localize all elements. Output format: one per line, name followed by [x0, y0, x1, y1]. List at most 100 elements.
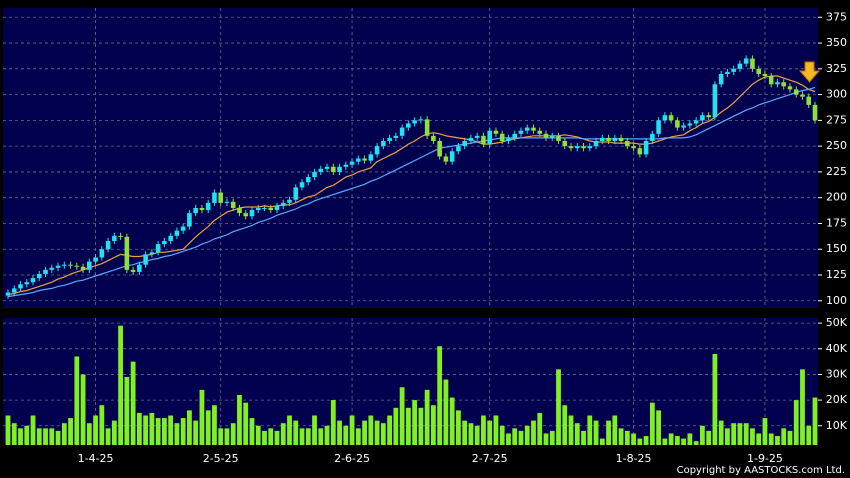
volume-bar	[493, 415, 499, 445]
volume-bar	[756, 433, 762, 445]
candle-body	[787, 86, 793, 90]
volume-bar	[199, 389, 205, 445]
volume-bar	[750, 428, 755, 445]
volume-bar	[24, 425, 30, 445]
candle-body	[218, 192, 223, 203]
x-tick-label: 2-6-25	[334, 452, 370, 465]
candle-body	[393, 135, 399, 138]
candle-body	[524, 127, 530, 131]
volume-bar	[218, 428, 224, 445]
volume-bar	[118, 325, 124, 445]
x-tick-label: 1-9-25	[747, 452, 783, 465]
volume-bar	[462, 420, 468, 445]
volume-bar	[568, 415, 574, 445]
volume-bar	[30, 415, 36, 445]
candle-body	[568, 146, 574, 149]
candle-body	[205, 202, 211, 211]
candle-body	[11, 288, 17, 293]
candle-body	[387, 137, 392, 141]
candle-body	[556, 135, 561, 141]
candle-body	[668, 115, 674, 121]
volume-bar	[168, 415, 174, 445]
volume-bar	[136, 412, 142, 445]
candle-body	[431, 135, 436, 141]
volume-bar	[362, 420, 367, 445]
volume-bar	[518, 430, 524, 445]
volume-bar	[737, 423, 743, 445]
candle-body	[249, 210, 255, 217]
volume-bar	[506, 433, 511, 445]
candle-body	[562, 140, 568, 147]
candle-body	[543, 133, 549, 138]
volume-bar	[725, 428, 730, 445]
candle-body	[180, 226, 186, 231]
volume-bar	[80, 374, 86, 445]
y-tick-label: 30K	[826, 367, 848, 380]
volume-bar	[312, 415, 317, 445]
candle-body	[43, 269, 48, 274]
volume-bar	[212, 405, 217, 445]
volume-bar	[255, 425, 261, 445]
volume-bar	[187, 410, 192, 445]
volume-bar	[549, 430, 555, 445]
candle-body	[349, 161, 355, 165]
volume-bar	[443, 379, 449, 445]
volume-bar	[487, 420, 493, 445]
volume-bar	[205, 410, 211, 445]
volume-bar	[412, 400, 418, 445]
volume-bar	[36, 428, 42, 445]
volume-bar	[437, 346, 443, 445]
volume-bar	[287, 415, 292, 445]
candle-body	[493, 130, 499, 134]
volume-bar	[74, 356, 80, 445]
volume-bar	[706, 430, 712, 445]
candle-body	[80, 266, 86, 270]
candle-body	[305, 177, 311, 183]
volume-bar	[193, 420, 199, 445]
candle-body	[105, 240, 111, 250]
candle-body	[155, 244, 161, 253]
volume-bar	[230, 423, 236, 445]
candle-body	[87, 261, 92, 270]
candle-body	[312, 171, 317, 178]
candle-body	[324, 166, 330, 169]
candle-body	[343, 164, 349, 167]
volume-bar	[781, 428, 787, 445]
x-tick-label: 1-8-25	[616, 452, 652, 465]
y-tick-label: 200	[826, 191, 847, 204]
candle-body	[756, 68, 761, 74]
volume-bar	[768, 433, 774, 445]
y-tick-label: 40K	[826, 342, 848, 355]
volume-bar	[712, 353, 718, 445]
volume-bar	[355, 428, 361, 445]
volume-bar	[731, 423, 737, 445]
volume-bar	[180, 418, 186, 445]
volume-bar	[762, 418, 768, 445]
y-tick-label: 175	[826, 216, 847, 229]
volume-bar	[543, 433, 549, 445]
volume-bar	[262, 430, 267, 445]
volume-bar	[668, 433, 674, 445]
volume-bar	[143, 415, 149, 445]
candle-body	[781, 82, 787, 87]
candle-body	[718, 73, 724, 85]
candle-body	[800, 94, 805, 97]
candle-body	[625, 140, 630, 147]
volume-bar	[130, 361, 136, 445]
y-tick-label: 250	[826, 139, 847, 152]
candle-body	[574, 146, 580, 149]
candle-body	[462, 140, 467, 147]
candle-body	[600, 137, 605, 141]
volume-bar	[280, 423, 286, 445]
volume-bar	[449, 397, 455, 445]
volume-bar	[349, 415, 355, 445]
volume-bar	[681, 438, 687, 445]
candle-body	[449, 151, 455, 162]
volume-bar	[699, 425, 705, 445]
volume-bar	[268, 428, 274, 445]
volume-bar	[662, 438, 668, 445]
candle-body	[731, 68, 736, 72]
volume-bar	[324, 425, 330, 445]
candle-body	[299, 182, 305, 188]
candle-body	[287, 199, 292, 203]
